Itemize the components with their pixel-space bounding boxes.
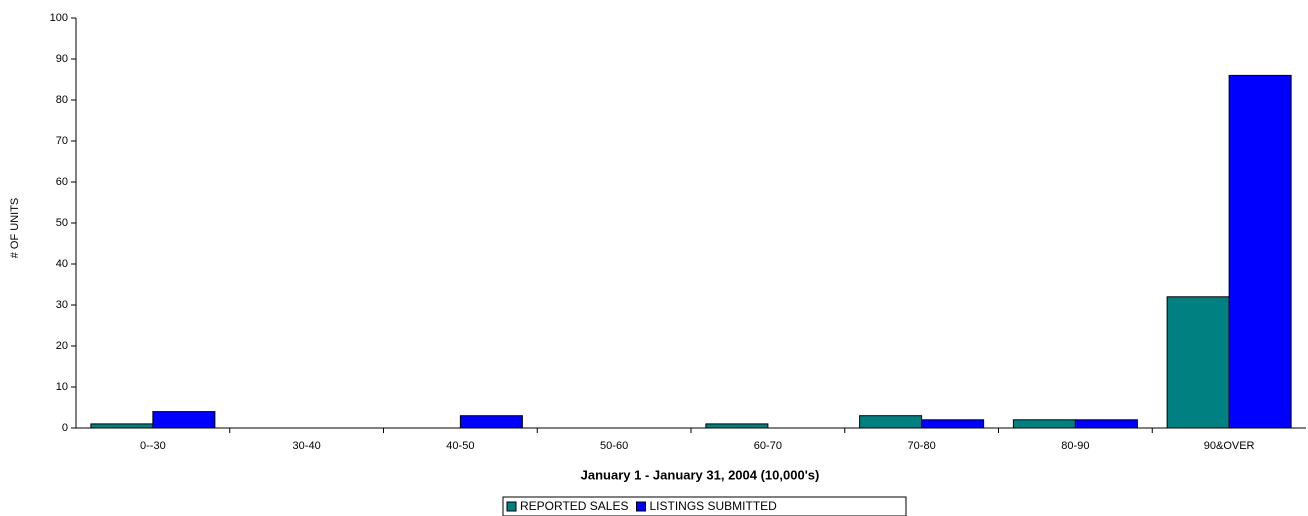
legend-swatch [635, 501, 646, 512]
x-tick-label: 80-90 [1061, 440, 1089, 452]
bar [152, 411, 216, 429]
y-tick-label: 30 [56, 299, 68, 311]
x-axis-label: January 1 - January 31, 2004 (10,000's) [581, 467, 820, 482]
y-tick-label: 60 [56, 176, 68, 188]
bar [90, 423, 154, 429]
bar [705, 423, 769, 429]
x-tick-label: 50-60 [600, 440, 628, 452]
y-tick-label: 0 [62, 422, 68, 434]
y-axis-label: # OF UNITS [9, 198, 21, 259]
x-tick-label: 0--30 [140, 440, 166, 452]
y-tick-label: 20 [56, 340, 68, 352]
y-tick-label: 100 [50, 12, 68, 24]
bar [1074, 419, 1138, 429]
x-tick-label: 40-50 [446, 440, 474, 452]
bar [921, 419, 985, 429]
x-tick-label: 70-80 [908, 440, 936, 452]
legend-swatch [506, 501, 517, 512]
bar [1166, 296, 1230, 429]
y-tick-label: 40 [56, 258, 68, 270]
legend-label: LISTINGS SUBMITTED [649, 499, 777, 513]
y-tick-label: 80 [56, 94, 68, 106]
y-tick-label: 50 [56, 217, 68, 229]
y-tick-label: 90 [56, 53, 68, 65]
bar [859, 415, 923, 429]
y-tick-label: 10 [56, 381, 68, 393]
x-tick-label: 60-70 [754, 440, 782, 452]
x-tick-label: 30-40 [293, 440, 321, 452]
bar [1228, 74, 1292, 429]
legend-box [502, 496, 907, 516]
bar [459, 415, 523, 429]
bar [1012, 419, 1076, 429]
legend-label: REPORTED SALES [520, 499, 628, 513]
x-tick-label: 90&OVER [1204, 440, 1255, 452]
y-tick-label: 70 [56, 135, 68, 147]
